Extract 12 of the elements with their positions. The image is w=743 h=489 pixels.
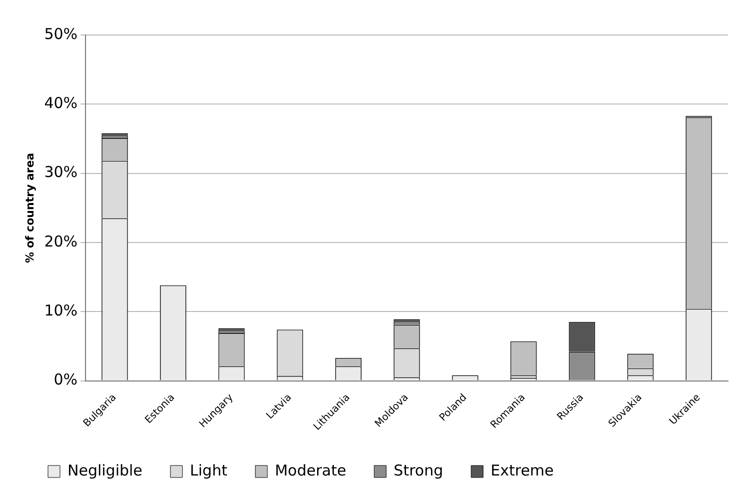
y-tick-label: 40% <box>44 94 78 112</box>
legend-label: Extreme <box>490 461 554 480</box>
y-axis-title: % of country area <box>23 152 36 263</box>
y-tick-label: 0% <box>54 370 78 389</box>
legend-label: Moderate <box>274 461 346 480</box>
legend-label: Negligible <box>68 461 142 480</box>
y-tick-label: 50% <box>44 24 78 43</box>
y-tick-label: 20% <box>44 232 78 250</box>
y-tick-label: 10% <box>44 302 78 320</box>
legend-label: Strong <box>394 461 444 480</box>
y-tick-label: 30% <box>44 163 78 182</box>
legend-label: Light <box>190 461 228 480</box>
